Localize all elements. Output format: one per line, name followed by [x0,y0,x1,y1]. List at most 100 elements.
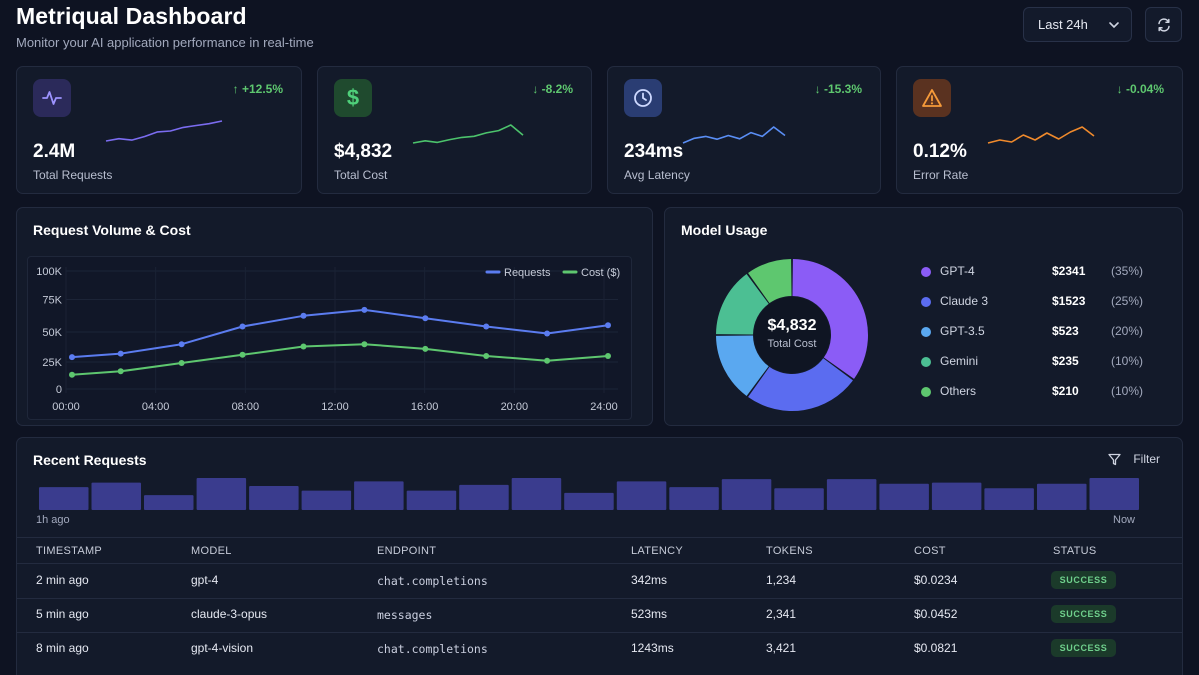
cell-cost: $0.0234 [914,573,958,587]
data-point[interactable] [361,306,368,313]
data-point[interactable] [544,357,551,364]
clock-icon [624,79,662,117]
donut-hole [754,297,830,373]
activity-bar[interactable] [511,478,562,510]
activity-bar[interactable] [1037,483,1087,510]
stat-card-requests: ↑ +12.5% 2.4M Total Requests [16,66,302,194]
data-point[interactable] [178,360,185,366]
y-tick-label: 25K [42,357,62,369]
data-point[interactable] [178,341,185,348]
series-line-cost [71,343,609,376]
legend-swatch [921,267,931,277]
activity-bar[interactable] [144,495,194,510]
activity-bar[interactable] [406,490,457,510]
stat-card-errors: ↓ -0.04% 0.12% Error Rate [896,66,1183,194]
activity-histogram [39,478,1139,510]
donut-slice-gemini[interactable] [716,274,769,335]
filter-button[interactable]: Filter [1108,452,1160,466]
data-point[interactable] [69,354,75,361]
donut-slice-claude-3[interactable] [748,358,853,412]
x-tick-label: 08:00 [232,401,260,413]
data-point[interactable] [300,343,307,350]
activity-bar[interactable] [879,483,929,510]
donut-slice-gpt-4[interactable] [792,259,868,379]
column-header-tokens[interactable]: TOKENS [766,545,813,557]
data-point[interactable] [117,350,124,357]
activity-bar[interactable] [984,488,1034,510]
legend-model: Claude 3 [940,294,989,308]
legend-model: Gemini [940,354,979,368]
donut-slice-gpt-3-5[interactable] [716,335,769,396]
data-point[interactable] [239,323,246,330]
activity-bar[interactable] [39,487,89,510]
data-point[interactable] [117,368,124,375]
data-point[interactable] [239,351,246,358]
legend-label: Cost ($) [581,267,620,279]
table-row[interactable]: 2 min ago gpt-4 chat.completions 342ms 1… [17,564,1184,597]
column-header-endpoint[interactable]: ENDPOINT [377,545,437,557]
data-point[interactable] [483,323,490,330]
activity-bar[interactable] [301,490,352,510]
column-header-cost[interactable]: COST [914,545,946,557]
activity-bar[interactable] [616,481,667,510]
cell-latency: 342ms [631,573,668,587]
data-point[interactable] [300,312,307,319]
cell-endpoint: chat.completions [377,574,488,588]
sparkline [682,126,786,144]
divider [17,563,1182,564]
sparkline [987,126,1095,144]
x-tick-label: 16:00 [411,401,439,413]
activity-bar[interactable] [564,492,614,510]
column-header-status[interactable]: STATUS [1053,545,1097,557]
activity-bar[interactable] [774,488,824,510]
activity-bar[interactable] [354,481,404,510]
activity-bar[interactable] [459,484,509,510]
cell-model: gpt-4-vision [191,641,254,655]
activity-bar[interactable] [721,479,772,510]
data-point[interactable] [69,371,75,378]
line-chart: 100K 75K 50K 25K 0 00:00 04:00 08:00 12:00 16:00 2… [27,256,632,420]
activity-bar[interactable] [91,482,142,510]
data-point[interactable] [422,345,429,352]
time-range-select[interactable]: Last 24h [1023,7,1132,42]
table-row[interactable]: 8 min ago gpt-4-vision chat.completions … [17,633,1184,666]
column-header-timestamp[interactable]: TIMESTAMP [36,545,103,557]
activity-bar[interactable] [196,478,247,510]
activity-bar[interactable] [826,479,877,510]
refresh-button[interactable] [1145,7,1182,42]
activity-bar[interactable] [1089,478,1140,510]
donut-slice-others[interactable] [748,259,792,304]
cell-latency: 523ms [631,607,668,621]
legend-model: GPT-3.5 [940,324,985,338]
y-tick-label: 75K [42,295,62,307]
column-header-model[interactable]: MODEL [191,545,232,557]
stat-card-cost: $ ↓ -8.2% $4,832 Total Cost [317,66,592,194]
data-point[interactable] [361,341,368,348]
legend-cost: $1523 [1052,294,1086,308]
stat-change: ↑ +12.5% [232,82,283,96]
stat-label: Total Cost [334,168,388,182]
legend-cost: $523 [1052,324,1079,338]
sparkline-path [412,124,524,144]
activity-bar[interactable] [931,482,982,510]
activity-bar[interactable] [669,487,719,510]
legend-row-claude3: Claude 3 $1523 (25%) [921,293,1147,311]
data-point[interactable] [605,353,611,359]
cell-latency: 1243ms [631,641,674,655]
panel-title: Model Usage [681,222,768,238]
cell-tokens: 2,341 [766,607,797,621]
y-tick-label: 0 [56,384,62,396]
donut-center-value: $4,832 [767,317,817,334]
cell-tokens: 1,234 [766,573,797,587]
data-point[interactable] [544,330,551,337]
sparkline-path [682,126,786,144]
table-row[interactable]: 5 min ago claude-3-opus messages 523ms 2… [17,599,1184,632]
stat-value: 2.4M [33,141,76,162]
cell-timestamp: 8 min ago [36,641,89,655]
data-point[interactable] [483,353,490,359]
legend-pct: (35%) [1111,264,1144,278]
data-point[interactable] [605,322,611,329]
column-header-latency[interactable]: LATENCY [631,545,684,557]
data-point[interactable] [422,315,429,322]
activity-bar[interactable] [249,486,299,510]
